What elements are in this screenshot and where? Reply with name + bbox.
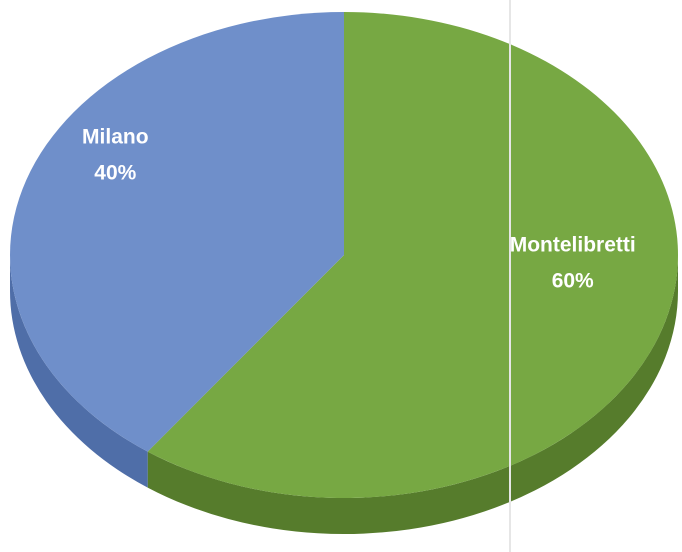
slice-label: Montelibretti	[510, 234, 636, 257]
slice-value-label: 40%	[94, 161, 136, 184]
slice	[147, 12, 679, 499]
slice-value-label: 60%	[552, 270, 594, 293]
slice-side	[10, 255, 148, 488]
slice	[10, 12, 345, 452]
slice-side	[147, 255, 678, 534]
slice-label: Milano	[82, 125, 149, 148]
pie	[10, 12, 679, 534]
